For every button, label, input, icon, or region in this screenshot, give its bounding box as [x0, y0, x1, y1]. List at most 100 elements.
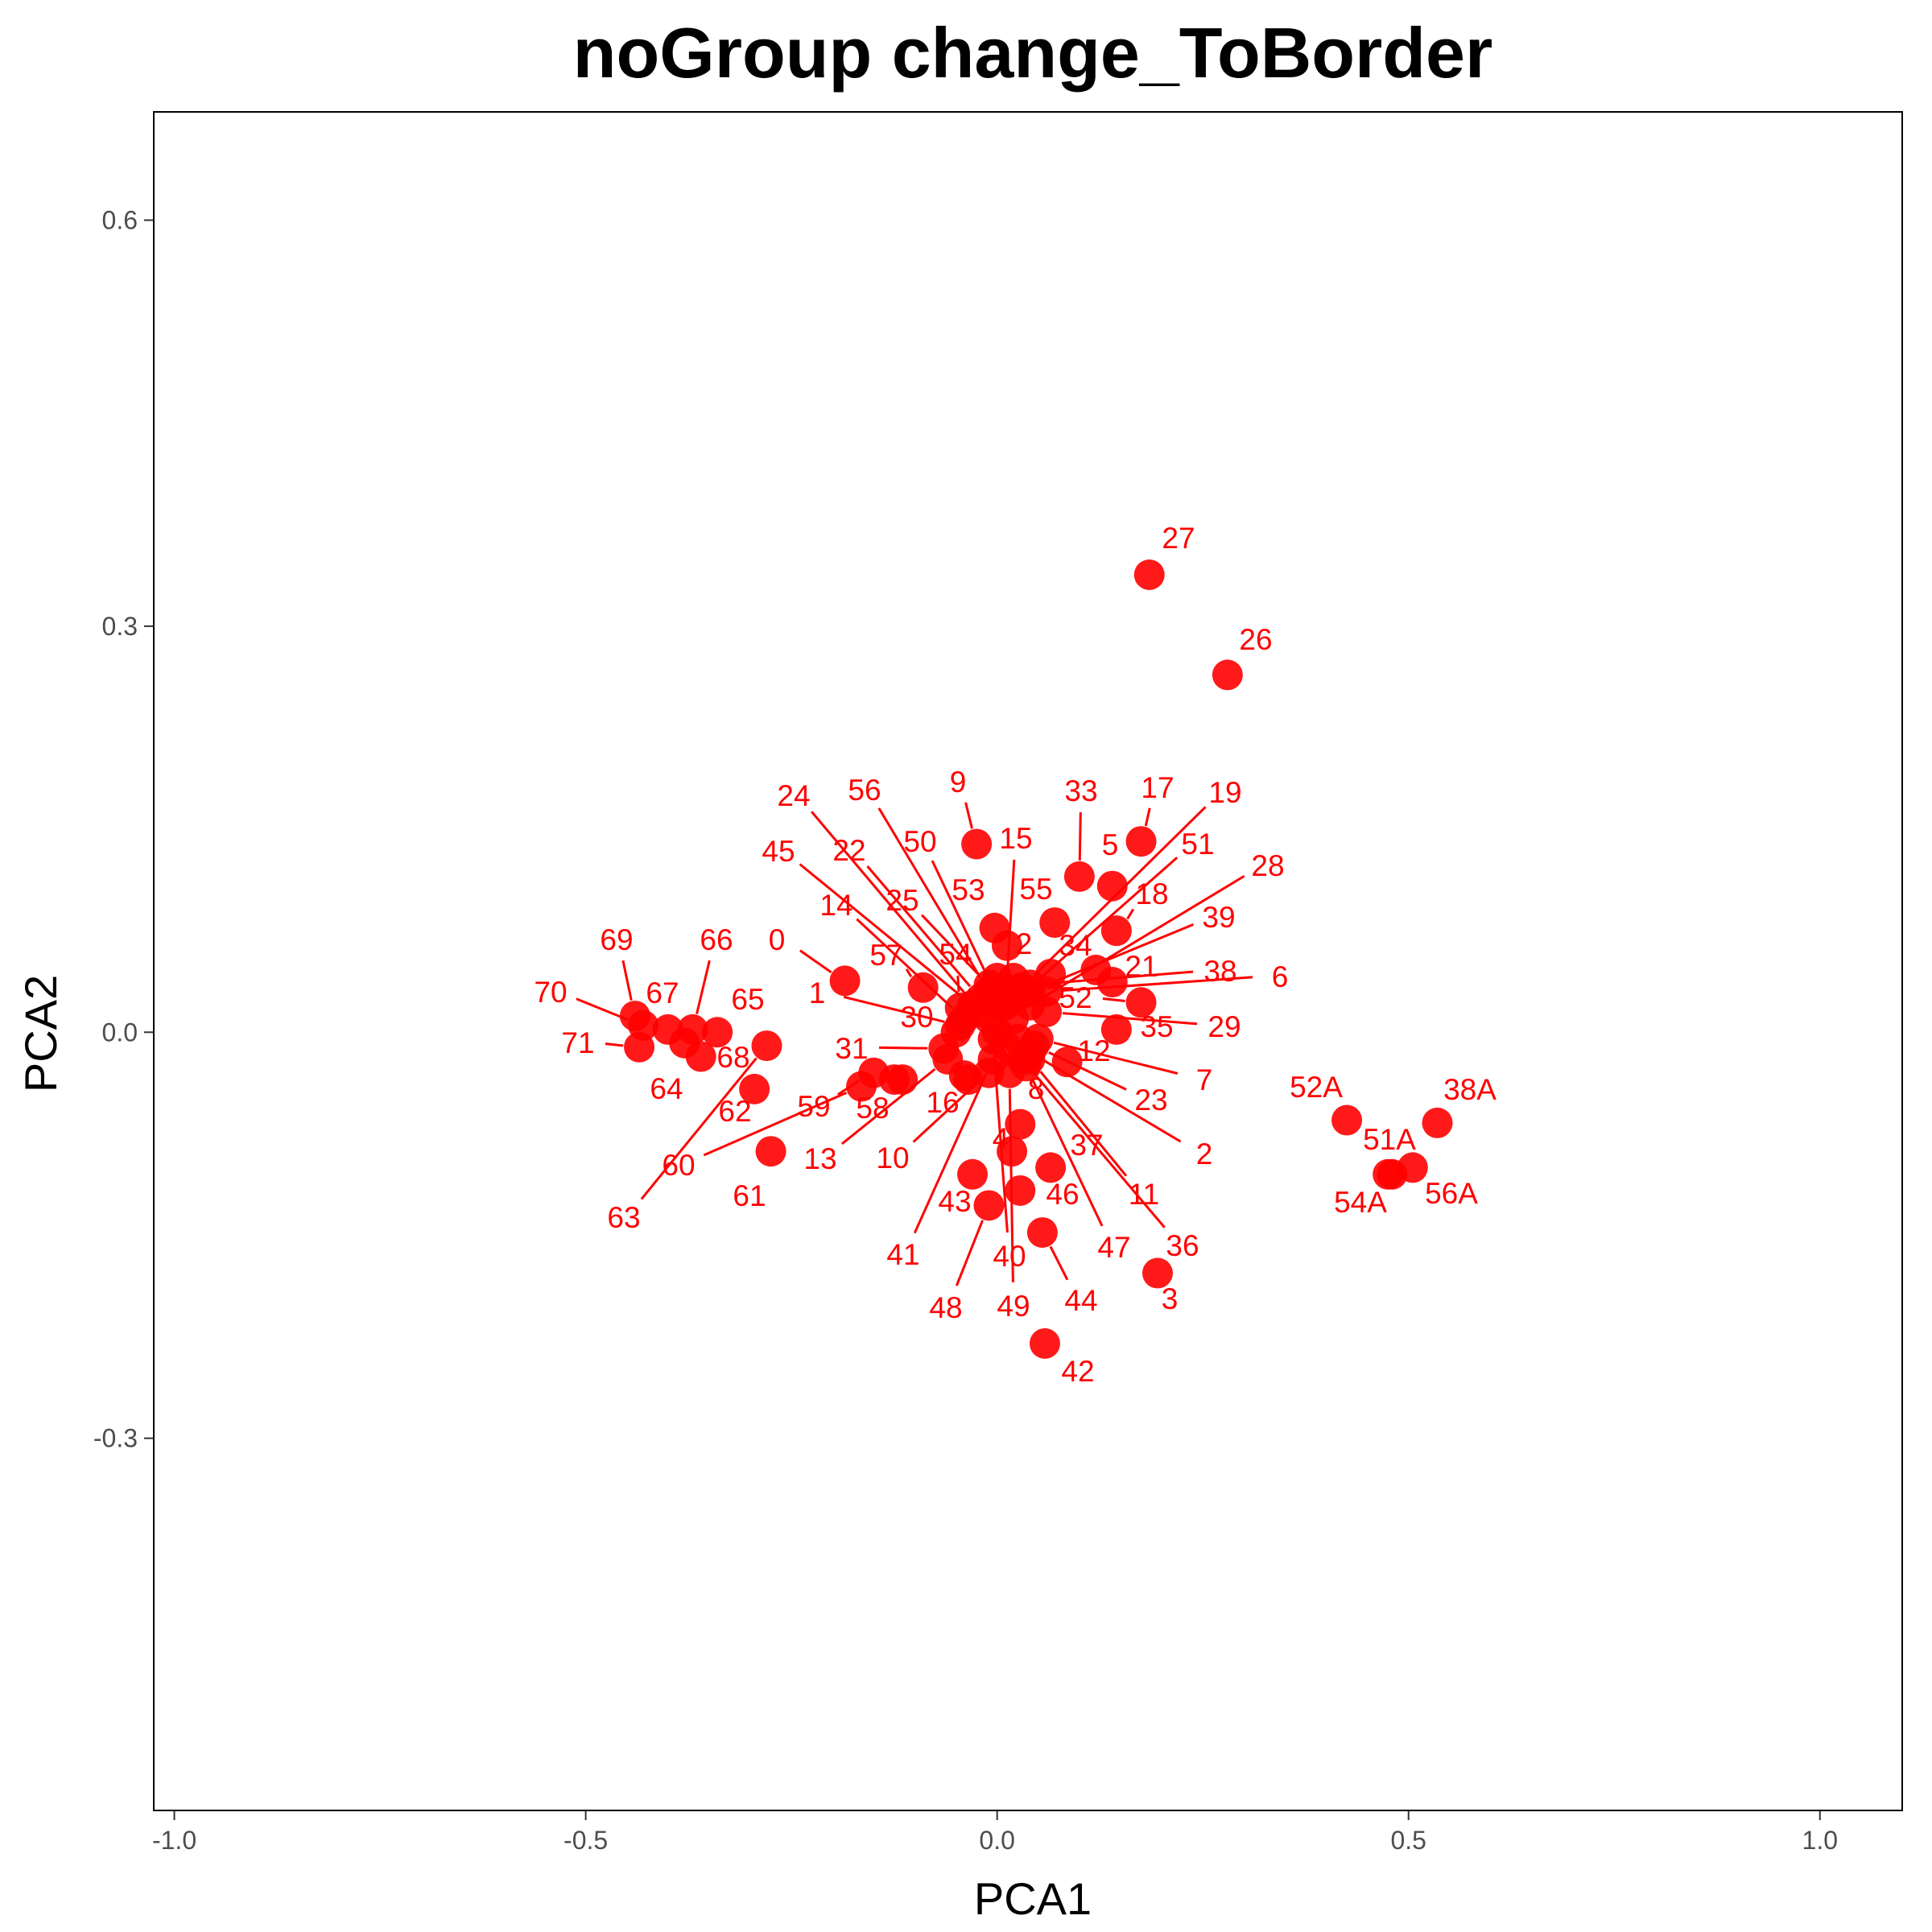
data-point-unlabeled [1002, 1023, 1034, 1055]
point-label: 19 [1208, 776, 1241, 809]
data-point [961, 828, 993, 860]
data-point [1039, 907, 1071, 939]
point-label: 67 [646, 976, 679, 1009]
point-label: 6 [1272, 960, 1289, 993]
label-leader-line [696, 960, 711, 1014]
data-point [1051, 1046, 1083, 1078]
point-label: 70 [534, 976, 567, 1009]
label-leader-line [811, 811, 972, 1001]
point-label: 55 [1019, 873, 1052, 906]
data-point [1133, 559, 1165, 590]
point-label: 52A [1290, 1071, 1343, 1104]
label-leader-line [866, 865, 972, 988]
data-point [1029, 1327, 1060, 1359]
point-label: 30 [900, 1001, 933, 1034]
point-label: 56A [1425, 1177, 1478, 1210]
point-label: 66 [700, 923, 733, 956]
point-label: 13 [803, 1142, 836, 1175]
data-point-unlabeled [887, 1064, 919, 1096]
label-leader-line [799, 863, 961, 997]
data-point [1005, 1108, 1036, 1140]
label-leader-line [1062, 1012, 1198, 1026]
label-leader-line [931, 860, 996, 992]
label-leader-line [640, 1057, 758, 1200]
point-label: 18 [1135, 877, 1168, 910]
point-label: 26 [1239, 623, 1272, 656]
point-label: 34 [1059, 929, 1092, 962]
data-point [957, 1158, 989, 1190]
point-label: 2 [1196, 1137, 1213, 1170]
point-label: 51A [1363, 1123, 1416, 1156]
data-points [619, 559, 1453, 1359]
point-label: 11 [1129, 1178, 1159, 1211]
data-point [1141, 1257, 1173, 1289]
point-label: 47 [1097, 1231, 1130, 1264]
label-leader-line [1042, 874, 1245, 998]
point-label: 16 [926, 1086, 959, 1119]
point-label: 22 [832, 834, 865, 867]
point-label: 33 [1064, 774, 1097, 807]
data-point [1422, 1107, 1453, 1138]
label-leader-line [1031, 1080, 1104, 1227]
label-leader-line [1044, 923, 1195, 987]
point-label: 28 [1251, 849, 1284, 882]
point-label: 39 [1202, 901, 1235, 934]
point-label: 1 [809, 976, 826, 1009]
point-label: 3 [1162, 1282, 1179, 1315]
point-label: 38A [1443, 1073, 1496, 1106]
data-point [739, 1073, 770, 1104]
data-point [1026, 1217, 1058, 1249]
point-label: 56 [848, 774, 881, 807]
label-leader-line [1102, 997, 1125, 1002]
data-point [846, 1071, 877, 1102]
data-point [1373, 1158, 1404, 1190]
point-label: 64 [650, 1072, 683, 1105]
label-leader-line [843, 995, 945, 1023]
point-label: 61 [733, 1179, 766, 1212]
point-label: 14 [819, 889, 852, 922]
point-label: 38 [1203, 955, 1236, 988]
data-point [1397, 1152, 1428, 1183]
point-label: 52 [1059, 981, 1092, 1014]
label-leader-line [1049, 1245, 1069, 1281]
point-label: 45 [762, 835, 795, 868]
label-leader-line [955, 1220, 985, 1286]
label-leader-line [840, 1067, 936, 1146]
data-point [973, 1190, 1005, 1221]
data-point [907, 972, 939, 1003]
point-label: 25 [886, 884, 919, 917]
y-tick-label: -0.3 [93, 1424, 138, 1453]
label-leader-line [1062, 976, 1253, 992]
point-label: 23 [1134, 1084, 1167, 1117]
point-label: 17 [1141, 771, 1174, 804]
x-tick-label: 1.0 [1802, 1826, 1838, 1855]
data-point [997, 1136, 1028, 1167]
y-tick-label: 0.0 [102, 1018, 138, 1046]
data-point [1331, 1104, 1363, 1136]
point-label: 53 [952, 873, 985, 906]
point-label: 2 [1016, 927, 1033, 960]
y-axis-title: PCA2 [15, 975, 66, 1092]
data-point [991, 930, 1022, 961]
data-point [1063, 861, 1095, 892]
point-label: 46 [1046, 1178, 1079, 1211]
axis-ticks: -1.0 -0.5 0.0 0.5 1.0 -0.3 0.0 0.3 0.6 [93, 206, 1838, 1855]
x-tick-label: -0.5 [564, 1826, 608, 1855]
point-label: 29 [1208, 1010, 1241, 1043]
data-point [652, 1013, 683, 1045]
point-label: 63 [607, 1201, 640, 1234]
y-tick-label: 0.6 [102, 206, 138, 235]
label-leader-line [921, 914, 979, 975]
point-label: 57 [869, 939, 902, 972]
data-point-unlabeled [1035, 958, 1067, 989]
point-label: 12 [1077, 1034, 1110, 1067]
data-point-unlabeled [994, 976, 1026, 1007]
label-leader-line [878, 1046, 928, 1050]
label-leader-line [964, 802, 973, 829]
point-label: 9 [950, 766, 967, 799]
point-label: 62 [718, 1095, 751, 1128]
point-label: 5 [1102, 828, 1119, 861]
data-point [1125, 987, 1157, 1018]
